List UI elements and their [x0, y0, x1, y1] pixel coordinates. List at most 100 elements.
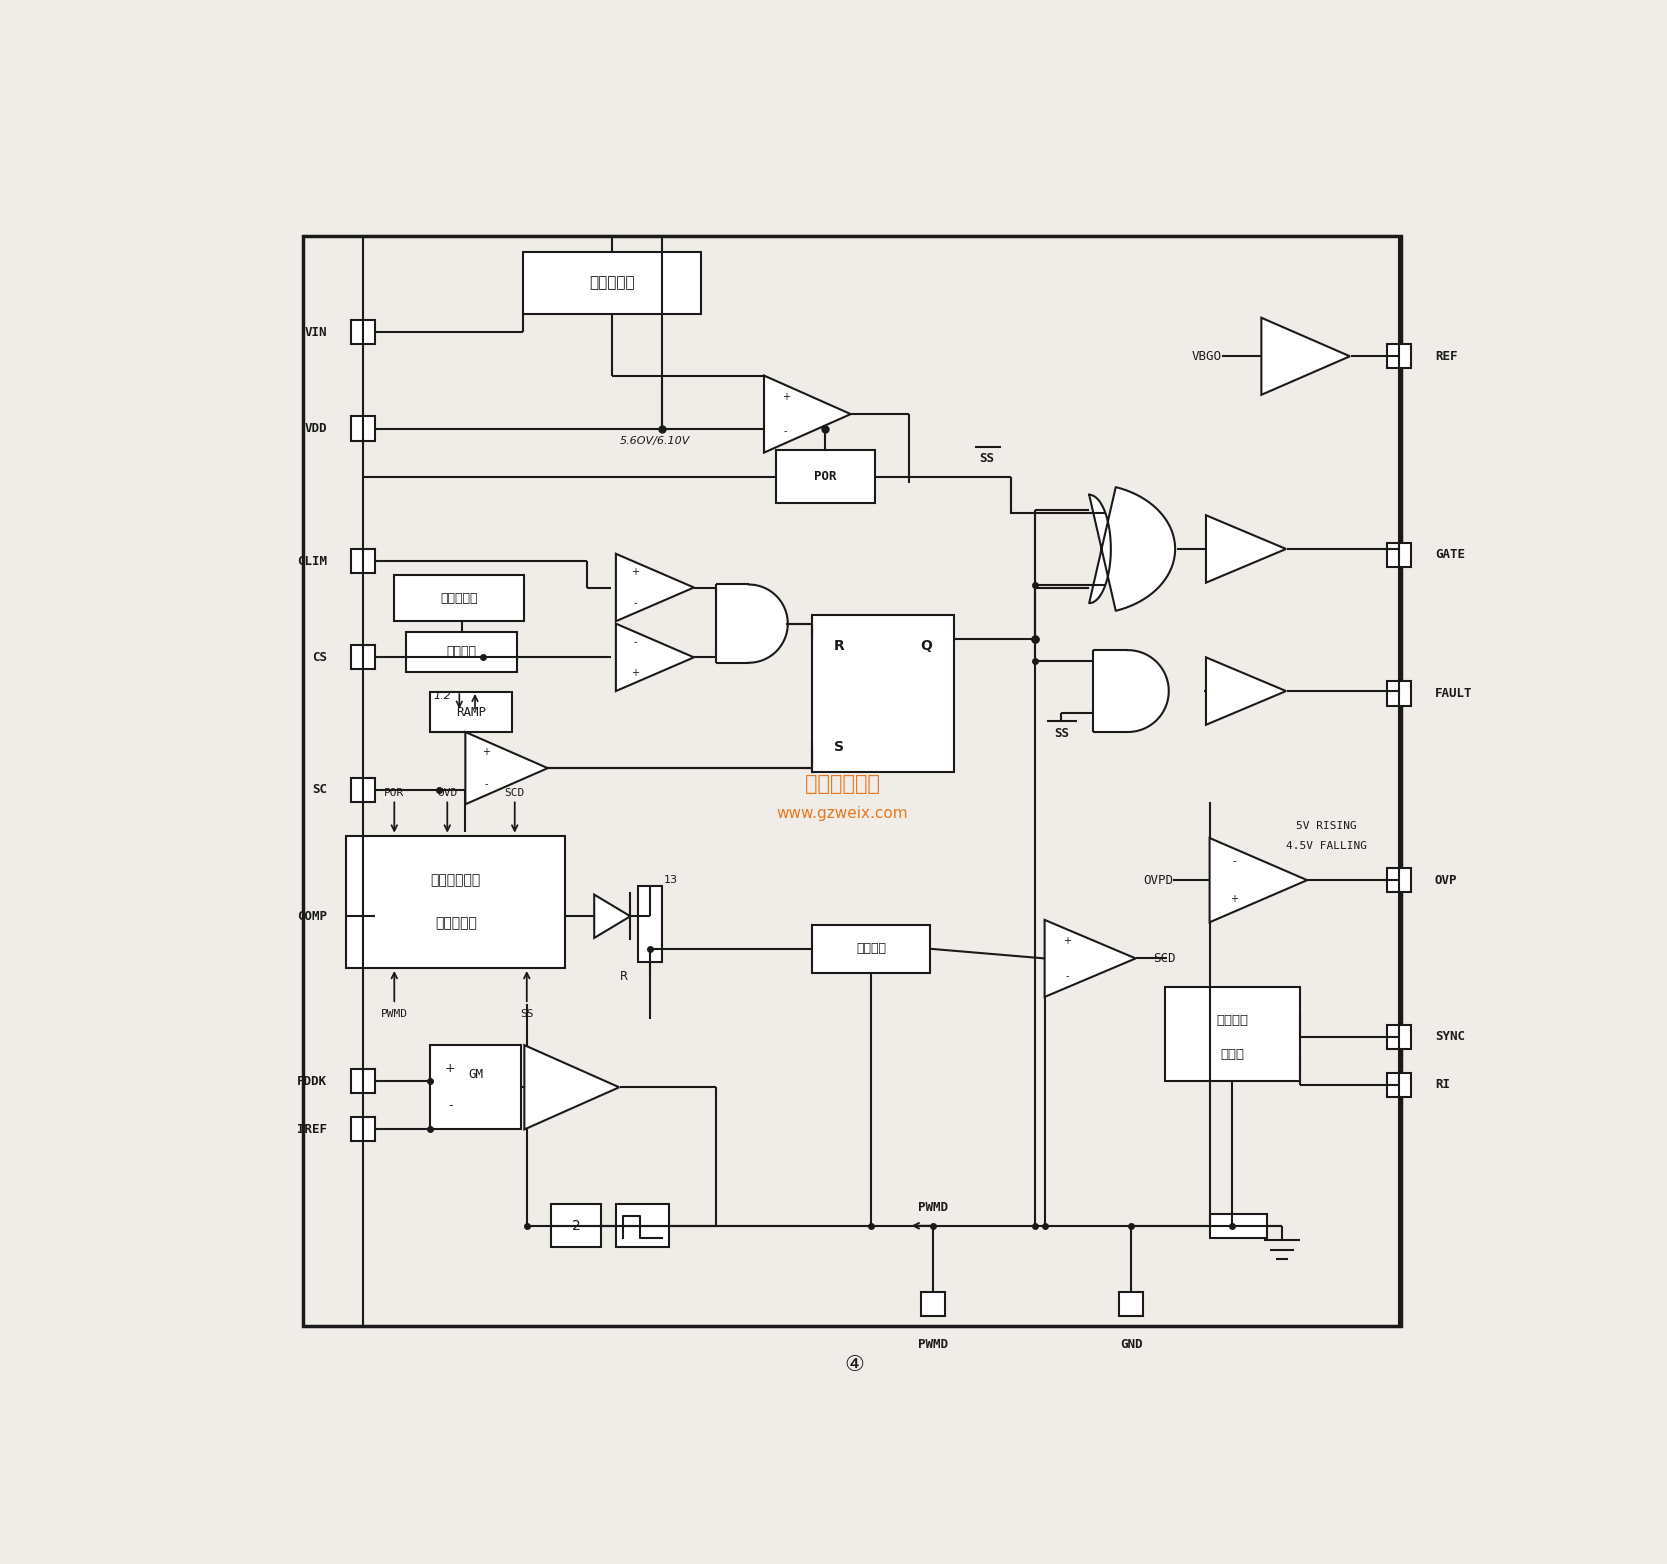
Bar [637, 887, 662, 962]
Text: 消隐脉冲: 消隐脉冲 [857, 942, 887, 956]
Text: POR: POR [383, 788, 405, 799]
Text: +: + [782, 391, 790, 402]
Text: SCD: SCD [1154, 952, 1175, 965]
Text: SCD: SCD [505, 788, 525, 799]
Text: S: S [834, 740, 844, 754]
Text: SS: SS [1054, 727, 1069, 740]
Polygon shape [1205, 515, 1285, 583]
Text: SS: SS [520, 1009, 533, 1018]
Text: CLIM: CLIM [297, 555, 327, 568]
Polygon shape [1094, 651, 1169, 732]
Bar [1387, 1024, 1410, 1049]
Text: 13: 13 [663, 876, 678, 885]
Polygon shape [525, 1045, 618, 1129]
Text: www.gzweix.com: www.gzweix.com [777, 807, 909, 821]
Bar [523, 252, 702, 314]
Text: -: - [783, 427, 787, 436]
Bar [920, 1292, 945, 1315]
Text: POR: POR [813, 471, 837, 483]
Bar [407, 632, 517, 673]
Bar [812, 615, 954, 771]
Bar [1387, 344, 1410, 369]
Text: SYNC: SYNC [1435, 1031, 1465, 1043]
Text: 2: 2 [572, 1218, 580, 1232]
Bar [352, 321, 375, 344]
Text: 消隐放大器: 消隐放大器 [440, 591, 478, 605]
Text: 4.5V FALLING: 4.5V FALLING [1285, 841, 1367, 851]
Text: -: - [633, 637, 637, 647]
Bar [1119, 1292, 1144, 1315]
Bar [1387, 682, 1410, 705]
Polygon shape [1262, 317, 1350, 394]
Text: Q: Q [920, 640, 932, 654]
Text: 精通维修下载: 精通维修下载 [805, 774, 880, 795]
Bar [812, 924, 930, 973]
Text: +: + [632, 668, 640, 677]
Text: OVP: OVP [1435, 874, 1457, 887]
Text: -: - [633, 597, 637, 608]
Polygon shape [715, 585, 788, 663]
Bar [352, 904, 375, 929]
Text: +: + [1230, 895, 1239, 904]
Polygon shape [763, 375, 850, 452]
Text: 振荡器: 振荡器 [1220, 1048, 1245, 1062]
Bar [352, 1117, 375, 1142]
Text: SS: SS [979, 452, 994, 465]
Bar [352, 646, 375, 669]
Text: 1.2: 1.2 [433, 691, 452, 701]
Polygon shape [1045, 920, 1135, 996]
Text: 消隐时间: 消隐时间 [447, 646, 477, 658]
Text: GATE: GATE [1435, 549, 1465, 561]
Text: -: - [1232, 856, 1235, 866]
Text: VDD: VDD [305, 422, 327, 435]
Text: -: - [1065, 971, 1069, 981]
Polygon shape [1210, 838, 1307, 923]
Bar [352, 1070, 375, 1093]
Bar [550, 1204, 602, 1248]
Bar [1387, 868, 1410, 891]
Bar [430, 1045, 520, 1129]
Text: +: + [482, 748, 490, 757]
Text: R: R [834, 640, 845, 654]
Text: -: - [448, 1099, 452, 1112]
Polygon shape [615, 624, 693, 691]
Polygon shape [465, 732, 548, 804]
Text: +: + [1064, 937, 1072, 946]
Bar [1387, 543, 1410, 568]
Polygon shape [615, 554, 693, 621]
Text: CS: CS [312, 651, 327, 663]
Text: PWMD: PWMD [917, 1337, 947, 1351]
Bar [352, 416, 375, 441]
Bar [1387, 1073, 1410, 1096]
Polygon shape [1089, 486, 1175, 612]
Polygon shape [1205, 657, 1285, 724]
Bar [352, 549, 375, 572]
Text: VBGO: VBGO [1192, 350, 1222, 363]
Text: OVD: OVD [437, 788, 457, 799]
Text: +: + [632, 568, 640, 577]
Text: IREF: IREF [297, 1123, 327, 1135]
Text: 脉冲放大解调: 脉冲放大解调 [430, 873, 480, 887]
Text: OVPD: OVPD [1144, 874, 1174, 887]
Bar [395, 576, 525, 621]
Text: -: - [483, 779, 488, 790]
Bar [1210, 1214, 1267, 1237]
Text: ④: ④ [845, 1356, 864, 1375]
Text: PWMD: PWMD [380, 1009, 408, 1018]
Text: PWMD: PWMD [917, 1201, 947, 1214]
Bar [430, 693, 512, 732]
Text: GM: GM [468, 1068, 483, 1081]
Text: 单极触发: 单极触发 [1217, 1013, 1249, 1026]
Text: 5.6OV/6.10V: 5.6OV/6.10V [620, 436, 690, 446]
Text: REF: REF [1435, 350, 1457, 363]
Text: 5V RISING: 5V RISING [1295, 821, 1357, 830]
Bar [777, 450, 875, 504]
Text: RAMP: RAMP [457, 705, 487, 718]
Text: VIN: VIN [305, 325, 327, 339]
Text: 线性稳压器: 线性稳压器 [590, 275, 635, 291]
Bar [615, 1204, 668, 1248]
Bar [352, 777, 375, 802]
Bar [347, 835, 565, 968]
Text: FDDK: FDDK [297, 1074, 327, 1087]
Text: R: R [620, 970, 628, 984]
